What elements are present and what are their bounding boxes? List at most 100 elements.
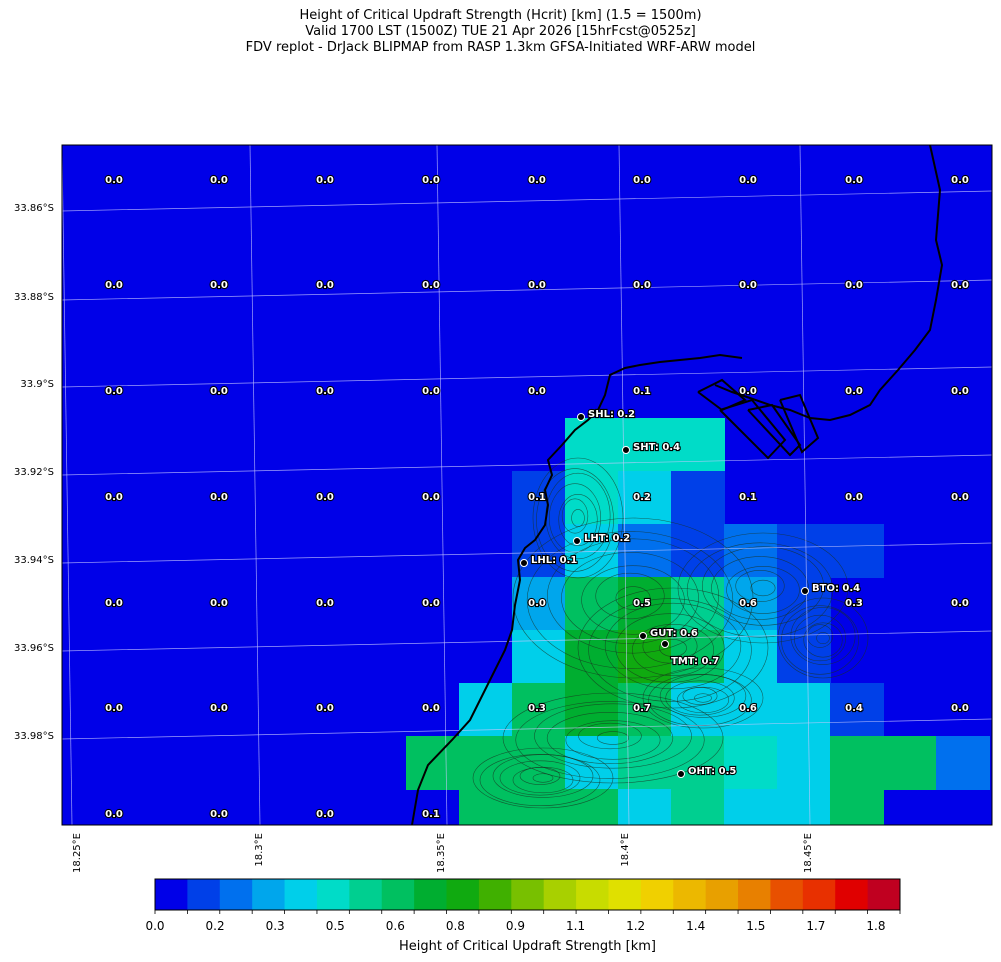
colorbar-tick-label: 0.0: [145, 919, 164, 933]
colorbar-segment: [835, 879, 869, 910]
terrain-contour: [536, 468, 614, 572]
grid-value-label: 0.0: [316, 703, 334, 714]
shaded-cell: [830, 524, 884, 578]
coastline-east: [714, 145, 944, 422]
colorbar-segment: [284, 879, 318, 910]
shaded-cell: [671, 418, 725, 472]
colorbar-segment: [478, 879, 512, 910]
terrain-contour: [676, 686, 730, 714]
grid-value-label: 0.0: [528, 598, 546, 609]
shaded-cell: [565, 683, 619, 737]
terrain-contour: [512, 517, 754, 679]
terrain-contour: [665, 680, 735, 716]
colorbar-tick-label: 1.1: [566, 919, 585, 933]
grid-value-label: 0.0: [951, 703, 969, 714]
grid-value-label: 0.0: [105, 598, 123, 609]
grid-value-label: 0.0: [739, 386, 757, 397]
colorbar-segment: [219, 879, 253, 910]
shaded-cell: [777, 736, 831, 790]
coastline-west: [411, 353, 743, 825]
grid-value-label: 0.0: [528, 386, 546, 397]
shaded-cell: [883, 736, 937, 790]
shaded-cell: [777, 524, 831, 578]
colorbar-tick-label: 0.9: [506, 919, 525, 933]
terrain-contour: [701, 546, 825, 626]
colorbar-tick-label: 1.5: [746, 919, 765, 933]
colorbar-tick-label: 1.7: [806, 919, 825, 933]
longitude-gridline: [249, 145, 261, 825]
grid-value-label: 0.0: [105, 280, 123, 291]
grid-value-label: 0.0: [422, 492, 440, 503]
grid-value-label: 0.1: [739, 492, 757, 503]
grid-value-label: 0.0: [422, 175, 440, 186]
grid-value-label: 0.0: [633, 175, 651, 186]
colorbar-tick-label: 0.3: [266, 919, 285, 933]
shaded-cell: [618, 789, 672, 825]
harbour-pier: [719, 398, 787, 460]
terrain-contour: [502, 692, 724, 784]
colorbar-segment: [576, 879, 609, 910]
colorbar-segment: [608, 879, 642, 910]
terrain-contour: [711, 556, 809, 620]
shaded-cell: [671, 789, 725, 825]
grid-value-label: 0.0: [316, 492, 334, 503]
station-marker: [622, 446, 630, 454]
grid-value-label: 0.5: [633, 598, 651, 609]
grid-value-label: 0.0: [951, 492, 969, 503]
colorbar-segment: [316, 879, 350, 910]
shaded-cell: [936, 736, 990, 790]
terrain-contour: [578, 722, 642, 750]
grid-value-label: 0.1: [528, 492, 546, 503]
terrain-contour: [561, 498, 589, 534]
colorbar-segment: [770, 879, 804, 910]
colorbar-tick-label: 0.5: [326, 919, 345, 933]
shaded-cell: [459, 789, 513, 825]
title-line-3: FDV replot - DrJack BLIPMAP from RASP 1.…: [245, 40, 756, 55]
grid-value-label: 0.0: [210, 492, 228, 503]
shaded-cell: [512, 683, 566, 737]
longitude-gridline: [799, 145, 811, 825]
grid-value-label: 0.0: [633, 280, 651, 291]
longitude-tick-label: 18.4°E: [620, 833, 631, 867]
station-marker: [661, 640, 669, 648]
grid-value-label: 0.0: [951, 598, 969, 609]
terrain-contour: [735, 569, 785, 603]
longitude-tick-label: 18.3°E: [254, 833, 265, 867]
station-label: GUT: 0.6: [650, 628, 698, 639]
grid-value-label: 0.1: [633, 386, 651, 397]
station-marker: [801, 587, 809, 595]
colorbar-segment: [802, 879, 836, 910]
map-plot-area: 0.0 0.0 0.0 0.0 0.0 0.0 0.0 0.0 0.0 0.0 0.0 0.0 0.0 0…: [62, 145, 992, 825]
shaded-cell: [512, 471, 566, 525]
grid-value-label: 0.0: [210, 809, 228, 820]
shaded-cell: [565, 577, 619, 631]
terrain-contour: [615, 586, 651, 610]
terrain-contour: [577, 587, 769, 709]
shaded-cell: [671, 683, 725, 737]
grid-value-label: 0.3: [528, 703, 546, 714]
terrain-contour: [816, 631, 830, 645]
colorbar-segment: [867, 879, 901, 910]
grid-value-label: 0.0: [951, 175, 969, 186]
shaded-cell: [830, 736, 884, 790]
grid-value-label: 0.0: [105, 175, 123, 186]
latitude-gridline: [62, 718, 992, 740]
terrain-contour: [561, 551, 699, 645]
terrain-contour: [777, 597, 869, 679]
station-marker: [573, 537, 581, 545]
grid-value-label: 0.0: [105, 386, 123, 397]
grid-value-label: 0.0: [845, 492, 863, 503]
longitude-gridline: [62, 145, 73, 825]
grid-value-label: 0.6: [739, 703, 757, 714]
coastline: [411, 145, 944, 825]
grid-value-label: 0.0: [316, 598, 334, 609]
latitude-tick-label: 33.9°S: [20, 379, 54, 390]
title-line-1: Height of Critical Updraft Strength (Hcr…: [299, 8, 702, 23]
terrain-contour: [803, 622, 843, 658]
grid-value-label: 0.0: [739, 280, 757, 291]
terrain-contour: [781, 605, 859, 675]
shaded-cell: [724, 736, 778, 790]
grid-value-label: 0.0: [105, 809, 123, 820]
title-line-2: Valid 1700 LST (1500Z) TUE 21 Apr 2026 […: [305, 24, 696, 39]
terrain-contour: [642, 628, 698, 664]
